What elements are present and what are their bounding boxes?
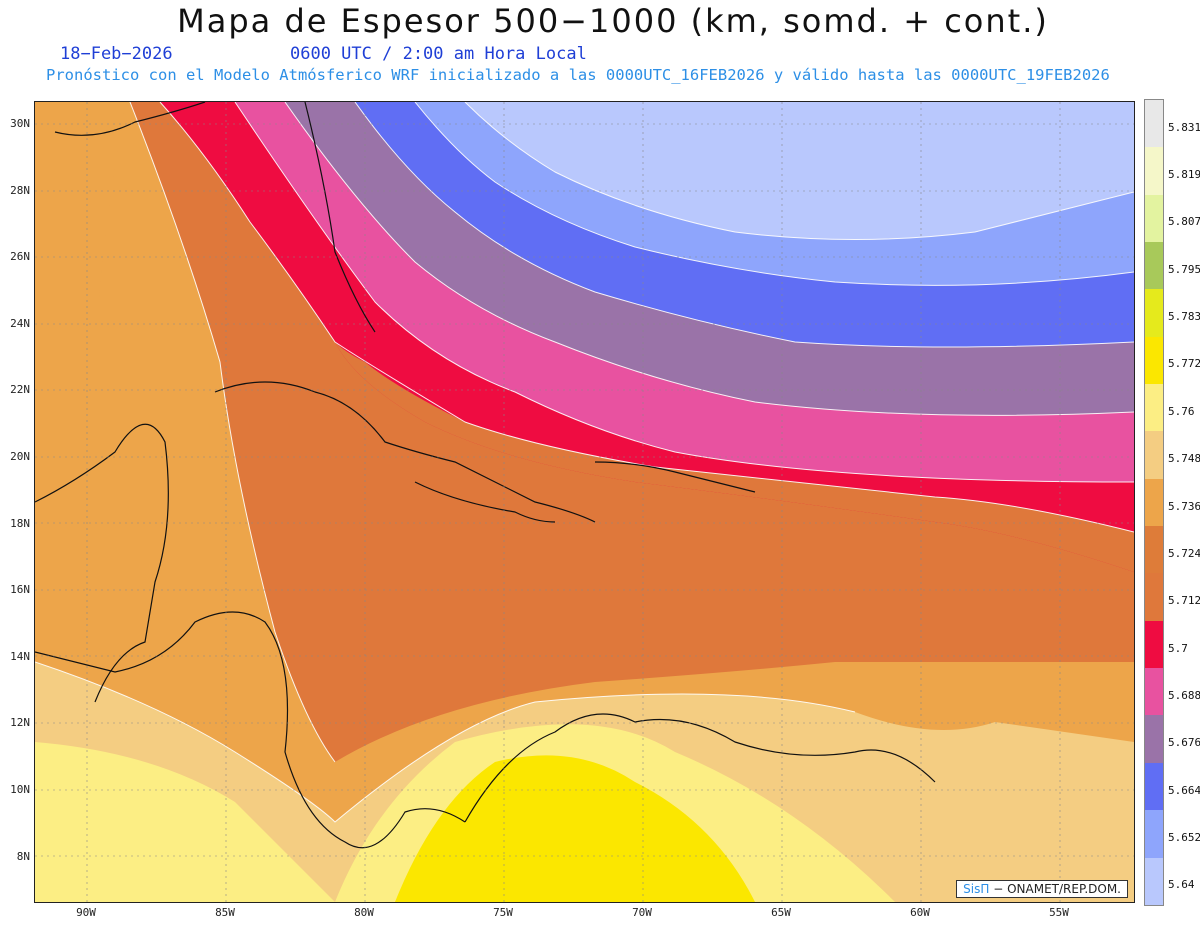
lon-label: 60W bbox=[910, 906, 930, 919]
lat-label: 14N bbox=[10, 649, 30, 663]
band-5760 bbox=[35, 742, 335, 902]
colorbar-segment bbox=[1145, 478, 1163, 527]
colorbar bbox=[1144, 99, 1164, 906]
credit-text: − ONAMET/REP.DOM. bbox=[993, 882, 1121, 896]
lat-label: 18N bbox=[10, 516, 30, 530]
lon-label: 55W bbox=[1049, 906, 1069, 919]
band-5652 bbox=[415, 102, 1134, 286]
map-canvas bbox=[35, 102, 1134, 902]
colorbar-label: 5.783 bbox=[1168, 310, 1200, 324]
forecast-subtitle: Pronóstico con el Modelo Atmósferico WRF… bbox=[46, 66, 1110, 84]
colorbar-segment bbox=[1145, 336, 1163, 385]
colorbar-label: 5.76 bbox=[1168, 404, 1195, 418]
colorbar-label: 5.652 bbox=[1168, 830, 1200, 844]
colorbar-label: 5.748 bbox=[1168, 452, 1200, 466]
lon-label: 85W bbox=[215, 906, 235, 919]
lat-label: 24N bbox=[10, 316, 30, 330]
lon-label: 65W bbox=[771, 906, 791, 919]
colorbar-segment bbox=[1145, 810, 1163, 858]
band-5736-west bbox=[35, 102, 1134, 902]
colorbar-segment bbox=[1145, 857, 1163, 905]
colorbar-label: 5.795 bbox=[1168, 262, 1200, 276]
map-title: Mapa de Espesor 500−1000 (km, somd. + co… bbox=[177, 2, 1049, 40]
lon-label: 80W bbox=[354, 906, 374, 919]
band-5736-westcoast bbox=[35, 102, 125, 522]
colorbar-label: 5.7 bbox=[1168, 641, 1188, 655]
lon-label: 70W bbox=[632, 906, 652, 919]
colorbar-label: 5.688 bbox=[1168, 688, 1200, 702]
band-5772 bbox=[395, 755, 755, 902]
lat-label: 26N bbox=[10, 250, 30, 264]
lat-label: 8N bbox=[16, 849, 30, 863]
colorbar-label: 5.664 bbox=[1168, 783, 1200, 797]
lat-label: 30N bbox=[10, 117, 30, 130]
colorbar-label: 5.712 bbox=[1168, 594, 1200, 608]
colorbar-label: 5.807 bbox=[1168, 215, 1200, 229]
colorbar-label: 5.831 bbox=[1168, 120, 1200, 134]
colorbar-segment bbox=[1145, 762, 1163, 811]
colorbar-segment bbox=[1145, 100, 1163, 148]
lat-label: 10N bbox=[10, 783, 30, 796]
sispi-logo: SisΠ bbox=[963, 882, 990, 896]
colorbar-label: 5.64 bbox=[1168, 878, 1195, 892]
band-5712 bbox=[335, 342, 1134, 572]
colorbar-segment bbox=[1145, 194, 1163, 243]
colorbar-label: 5.736 bbox=[1168, 499, 1200, 513]
colorbar-segment bbox=[1145, 431, 1163, 479]
lon-label: 75W bbox=[493, 906, 513, 919]
band-5676 bbox=[285, 102, 1134, 416]
thickness-map: SisΠ − ONAMET/REP.DOM. bbox=[34, 101, 1135, 903]
lat-label: 16N bbox=[10, 583, 30, 597]
lat-label: 12N bbox=[10, 716, 30, 730]
colorbar-segment bbox=[1145, 147, 1163, 195]
colorbar-segment bbox=[1145, 668, 1163, 716]
colorbar-segment bbox=[1145, 620, 1163, 669]
band-5640 bbox=[465, 102, 1134, 240]
colorbar-segment bbox=[1145, 289, 1163, 337]
colorbar-label: 5.724 bbox=[1168, 546, 1200, 560]
colorbar-segment bbox=[1145, 526, 1163, 574]
forecast-time: 0600 UTC / 2:00 am Hora Local bbox=[290, 44, 587, 64]
lat-label: 28N bbox=[10, 183, 30, 197]
lon-label: 90W bbox=[76, 906, 96, 919]
credit-badge: SisΠ − ONAMET/REP.DOM. bbox=[956, 880, 1128, 898]
colorbar-segment bbox=[1145, 573, 1163, 621]
lat-label: 22N bbox=[10, 383, 30, 397]
lat-label: 20N bbox=[10, 450, 30, 463]
colorbar-label: 5.772 bbox=[1168, 357, 1200, 371]
colorbar-label: 5.819 bbox=[1168, 168, 1200, 182]
band-5688 bbox=[235, 102, 1134, 482]
colorbar-segment bbox=[1145, 715, 1163, 763]
colorbar-segment bbox=[1145, 242, 1163, 290]
forecast-date: 18−Feb−2026 bbox=[60, 44, 173, 64]
colorbar-label: 5.676 bbox=[1168, 736, 1200, 750]
colorbar-segment bbox=[1145, 384, 1163, 432]
